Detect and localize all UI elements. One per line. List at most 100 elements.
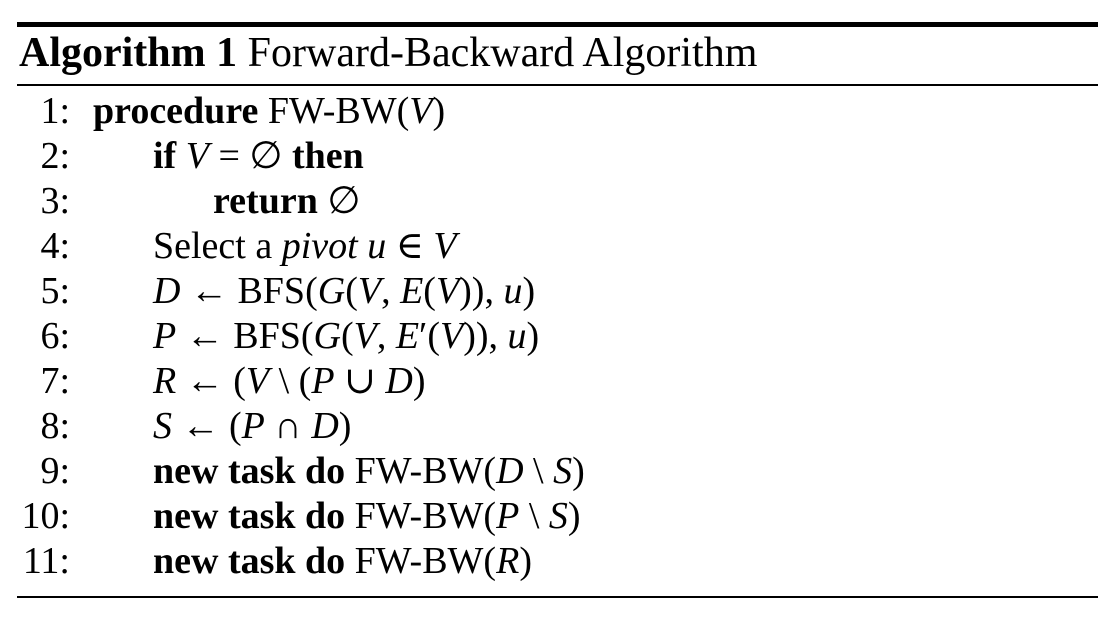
keyword: then: [291, 135, 364, 177]
line-content: Select a pivot u ∈ V: [153, 224, 457, 269]
text-segment: ): [519, 540, 532, 582]
text-segment: ′(: [419, 315, 441, 357]
text-segment: (: [423, 270, 436, 312]
math-symbol: V: [440, 315, 464, 357]
keyword: procedure: [93, 90, 259, 132]
text-segment: ): [522, 270, 536, 312]
math-symbol: S: [553, 450, 573, 492]
text-segment: (: [345, 270, 358, 312]
text-segment: \: [519, 495, 549, 537]
keyword: new task do: [153, 540, 346, 582]
line-number: 8:: [40, 405, 70, 447]
math-symbol: S: [548, 495, 568, 537]
algorithm-line: 2: if V = ∅ then: [0, 134, 1114, 179]
math-symbol: D: [311, 405, 339, 447]
math-symbol: u: [503, 270, 523, 312]
line-number: 6:: [40, 315, 70, 357]
math-symbol: G: [313, 315, 341, 357]
algorithm-line: 1: procedure FW-BW(V): [0, 89, 1114, 134]
text-segment: )),: [463, 315, 508, 357]
text-segment: ): [412, 360, 426, 402]
math-symbol: V: [409, 90, 433, 132]
math-symbol: D: [153, 270, 181, 312]
text-segment: (: [340, 315, 354, 357]
text-segment: Select a: [153, 225, 282, 267]
math-symbol: u: [367, 225, 387, 267]
text-segment: ): [572, 450, 585, 492]
algorithm-line: 5: D ← BFS(G(V, E(V)), u): [0, 269, 1114, 314]
text-segment: ∅: [317, 180, 361, 222]
line-number: 11:: [22, 540, 70, 582]
line-content: procedure FW-BW(V): [93, 89, 445, 134]
text-segment: FW-BW(: [345, 495, 497, 537]
line-content: if V = ∅ then: [153, 134, 364, 179]
algorithm-line: 10: new task do FW-BW(P \ S): [0, 494, 1114, 539]
algorithm-line: 11: new task do FW-BW(R): [0, 539, 1114, 584]
text-segment: [358, 225, 368, 267]
math-symbol: P: [496, 495, 520, 537]
math-symbol: pivot: [281, 225, 358, 267]
text-segment: ): [567, 495, 581, 537]
algorithm-line: 3: return ∅: [0, 179, 1114, 224]
math-symbol: G: [317, 270, 346, 312]
algorithm-line: 4: Select a pivot u ∈ V: [0, 224, 1114, 269]
math-symbol: R: [153, 360, 177, 402]
algorithm-caption: Algorithm 1 Forward-Backward Algorithm: [19, 28, 757, 78]
caption-rule: [17, 84, 1098, 86]
text-segment: ← BFS(: [176, 315, 314, 357]
algorithm-label: Algorithm 1: [19, 30, 238, 76]
text-segment: FW-BW(: [258, 90, 410, 132]
math-symbol: S: [153, 405, 172, 447]
math-symbol: V: [353, 315, 377, 357]
line-number: 1:: [40, 90, 70, 132]
math-symbol: V: [245, 360, 270, 402]
line-content: D ← BFS(G(V, E(V)), u): [153, 269, 535, 314]
math-symbol: D: [496, 450, 524, 492]
text-segment: ): [432, 90, 446, 132]
text-segment: ): [338, 405, 352, 447]
text-segment: \ (: [269, 360, 312, 402]
math-symbol: V: [433, 225, 457, 267]
keyword: new task do: [153, 450, 346, 492]
math-symbol: P: [153, 315, 177, 357]
math-symbol: E: [400, 270, 424, 312]
text-segment: ,: [376, 315, 396, 357]
math-symbol: P: [241, 405, 265, 447]
text-segment: ∈: [386, 225, 434, 267]
line-number: 10:: [21, 495, 70, 537]
algorithm-line: 7: R ← (V \ (P ∪ D): [0, 359, 1114, 404]
text-segment: ∪: [334, 360, 386, 402]
text-segment: FW-BW(: [345, 450, 497, 492]
text-segment: ): [526, 315, 540, 357]
line-content: new task do FW-BW(R): [153, 539, 532, 584]
bottom-rule: [17, 596, 1098, 598]
algorithm-line: 8: S ← (P ∩ D): [0, 404, 1114, 449]
text-segment: ← BFS(: [180, 270, 318, 312]
text-segment: \: [523, 450, 554, 492]
keyword: return: [213, 180, 318, 222]
algorithm-line: 9: new task do FW-BW(D \ S): [0, 449, 1114, 494]
algorithm-body: 1: procedure FW-BW(V) 2: if V = ∅ then 3: ret…: [0, 89, 1114, 584]
text-segment: ∩: [264, 405, 312, 447]
text-segment: FW-BW(: [345, 540, 497, 582]
line-content: new task do FW-BW(P \ S): [153, 494, 581, 539]
text-segment: ,: [381, 270, 401, 312]
line-content: P ← BFS(G(V, E′(V)), u): [153, 314, 539, 359]
top-rule: [17, 22, 1098, 27]
keyword: new task do: [153, 495, 346, 537]
line-number: 2:: [40, 135, 70, 177]
line-content: R ← (V \ (P ∪ D): [153, 359, 425, 404]
line-content: S ← (P ∩ D): [153, 404, 351, 449]
math-symbol: u: [507, 315, 527, 357]
line-content: new task do FW-BW(D \ S): [153, 449, 585, 494]
keyword: if: [153, 135, 177, 177]
line-content: return ∅: [213, 179, 360, 224]
math-symbol: D: [385, 360, 413, 402]
line-number: 9:: [40, 450, 70, 492]
algorithm-title: Forward-Backward Algorithm: [247, 30, 758, 76]
math-symbol: V: [185, 135, 209, 177]
text-segment: ← (: [176, 360, 246, 402]
text-segment: )),: [459, 270, 504, 312]
text-segment: ← (: [172, 405, 242, 447]
line-number: 4:: [40, 225, 70, 267]
